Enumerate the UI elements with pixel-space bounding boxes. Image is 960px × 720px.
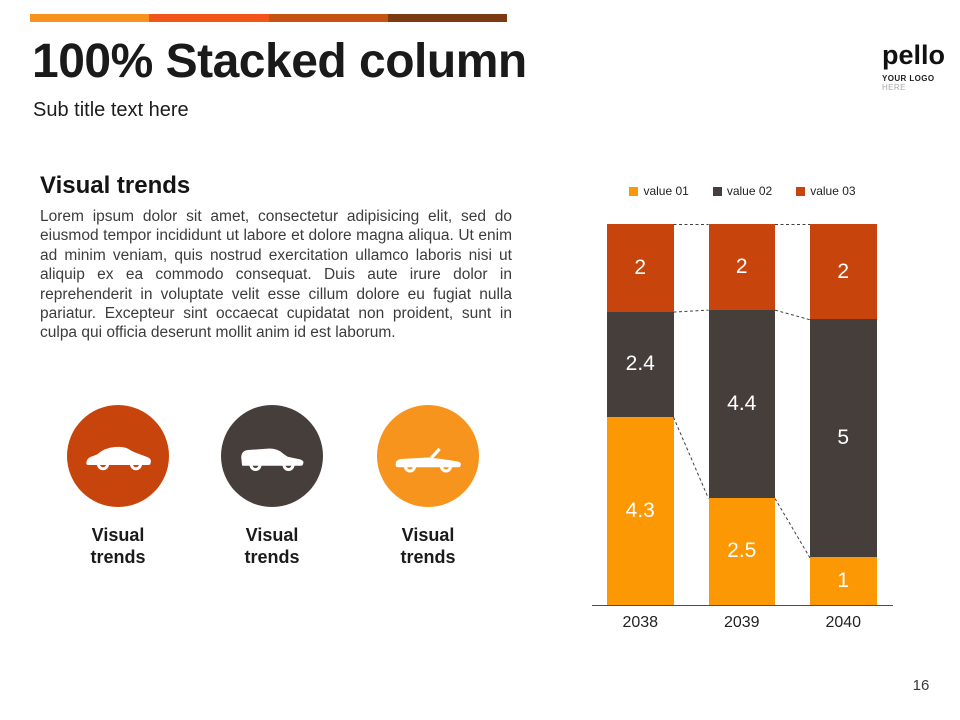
legend-item: value 02	[712, 184, 773, 198]
data-label: 4.3	[625, 498, 655, 522]
page-number-box: 16	[885, 668, 957, 720]
icon-card: Visual trends	[53, 405, 183, 568]
data-label: 4.4	[727, 391, 757, 415]
x-axis-label: 2040	[825, 614, 862, 631]
accent-bar	[30, 14, 507, 22]
data-label: 2	[837, 259, 850, 283]
icon-card: Visual trends	[207, 405, 337, 568]
logo-tagline-1: YOUR LOGO	[882, 74, 935, 83]
body-text: Lorem ipsum dolor sit amet, consectetur …	[40, 208, 512, 342]
icon-circle	[67, 405, 169, 507]
legend-swatch	[796, 186, 806, 196]
x-axis-label: 2038	[622, 614, 659, 631]
x-axis-labels: 2038 2039 2040	[592, 614, 893, 638]
chart-column: 4.3 2.4 2	[607, 224, 674, 605]
accent-bar-segment	[149, 14, 269, 22]
sedan-car-icon	[86, 446, 151, 471]
data-label: 2	[735, 254, 748, 278]
chart-segment: 1	[810, 557, 877, 605]
chart-column: 1 5 2	[810, 224, 877, 605]
legend-label: value 02	[726, 184, 773, 198]
chart-segment: 2	[708, 224, 775, 310]
section-heading: Visual trends	[40, 172, 191, 199]
icon-card-label: Visual trends	[400, 525, 456, 567]
data-label: 1	[837, 569, 850, 593]
convertible-car-icon	[395, 447, 461, 473]
accent-bar-segment	[30, 14, 150, 22]
page-title: 100% Stacked column	[32, 35, 527, 88]
legend-swatch	[629, 186, 639, 196]
data-label: 2.4	[625, 352, 655, 376]
legend-label: value 01	[643, 184, 689, 198]
chart-plot: 4.3 2.4 2 2.5 4.4 2 1 5 2	[592, 224, 893, 605]
chart-segment: 2.5	[708, 497, 775, 605]
suv-car-icon	[241, 448, 304, 471]
logo-tagline-2: HERE	[882, 83, 906, 92]
icon-card: Visual trends	[363, 405, 493, 568]
accent-bar-segment	[387, 14, 507, 22]
page-subtitle: Sub title text here	[33, 99, 189, 121]
icon-card-label: Visual trends	[90, 525, 146, 567]
x-axis-label: 2039	[723, 614, 760, 631]
data-label: 2.5	[727, 539, 757, 563]
chart-segment: 2	[810, 224, 877, 320]
legend-item: value 03	[796, 184, 856, 198]
legend-item: value 01	[629, 184, 689, 198]
chart-segment: 2	[607, 224, 674, 312]
stacked-column-chart: value 01 value 02 value 03 4.3 2.4 2 2.5 4.4 2 1…	[592, 183, 893, 645]
data-label: 2	[634, 255, 647, 279]
chart-segment: 4.4	[708, 309, 775, 498]
legend-label: value 03	[810, 184, 856, 198]
icon-circle	[377, 405, 479, 507]
chart-column: 2.5 4.4 2	[708, 224, 775, 605]
chart-segment: 2.4	[607, 311, 674, 417]
data-label: 5	[837, 426, 850, 450]
legend-swatch	[712, 186, 722, 196]
icon-circle	[221, 405, 323, 507]
chart-segment: 5	[810, 319, 877, 558]
chart-legend: value 01 value 02 value 03	[592, 183, 893, 199]
logo-text: pello	[882, 40, 946, 70]
chart-segment: 4.3	[607, 416, 674, 605]
x-axis-line	[592, 605, 893, 606]
accent-bar-segment	[268, 14, 388, 22]
brand-logo: pello YOUR LOGO HERE	[882, 40, 958, 93]
page-number: 16	[912, 677, 930, 694]
icon-card-label: Visual trends	[244, 525, 300, 567]
